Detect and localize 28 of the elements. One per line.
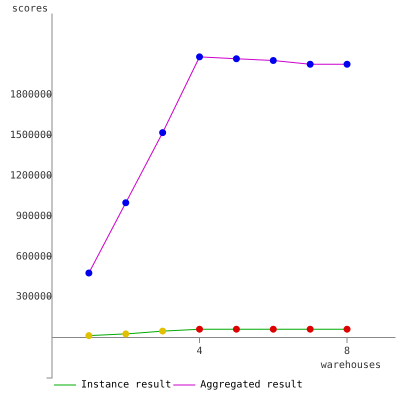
x-tick-label: 8	[344, 346, 350, 358]
point	[196, 326, 204, 333]
point	[85, 332, 92, 340]
point	[232, 326, 240, 333]
y-tick-label: 1800000	[10, 89, 52, 100]
point	[196, 53, 204, 60]
y-axis-title: scores	[12, 4, 48, 15]
y-tick-label: 600000	[16, 251, 52, 262]
y-tick-label: 1500000	[10, 130, 52, 141]
point	[270, 57, 277, 64]
y-tick-label: 300000	[16, 292, 52, 303]
point	[306, 60, 314, 68]
point	[122, 330, 130, 338]
point	[306, 326, 314, 333]
point	[232, 55, 240, 62]
point	[122, 199, 130, 206]
x-tick-label: 4	[196, 346, 203, 358]
point	[344, 60, 351, 68]
x-axis-title: warehouses	[320, 360, 381, 372]
legend-label: Instance result	[81, 380, 172, 391]
legend-label: Aggregated result	[200, 380, 303, 391]
y-tick-label: 1200000	[10, 170, 52, 182]
point	[159, 129, 166, 136]
point	[344, 326, 351, 333]
point	[159, 328, 166, 335]
point	[270, 326, 277, 333]
point	[85, 269, 92, 276]
y-tick-label: 900000	[16, 210, 52, 222]
